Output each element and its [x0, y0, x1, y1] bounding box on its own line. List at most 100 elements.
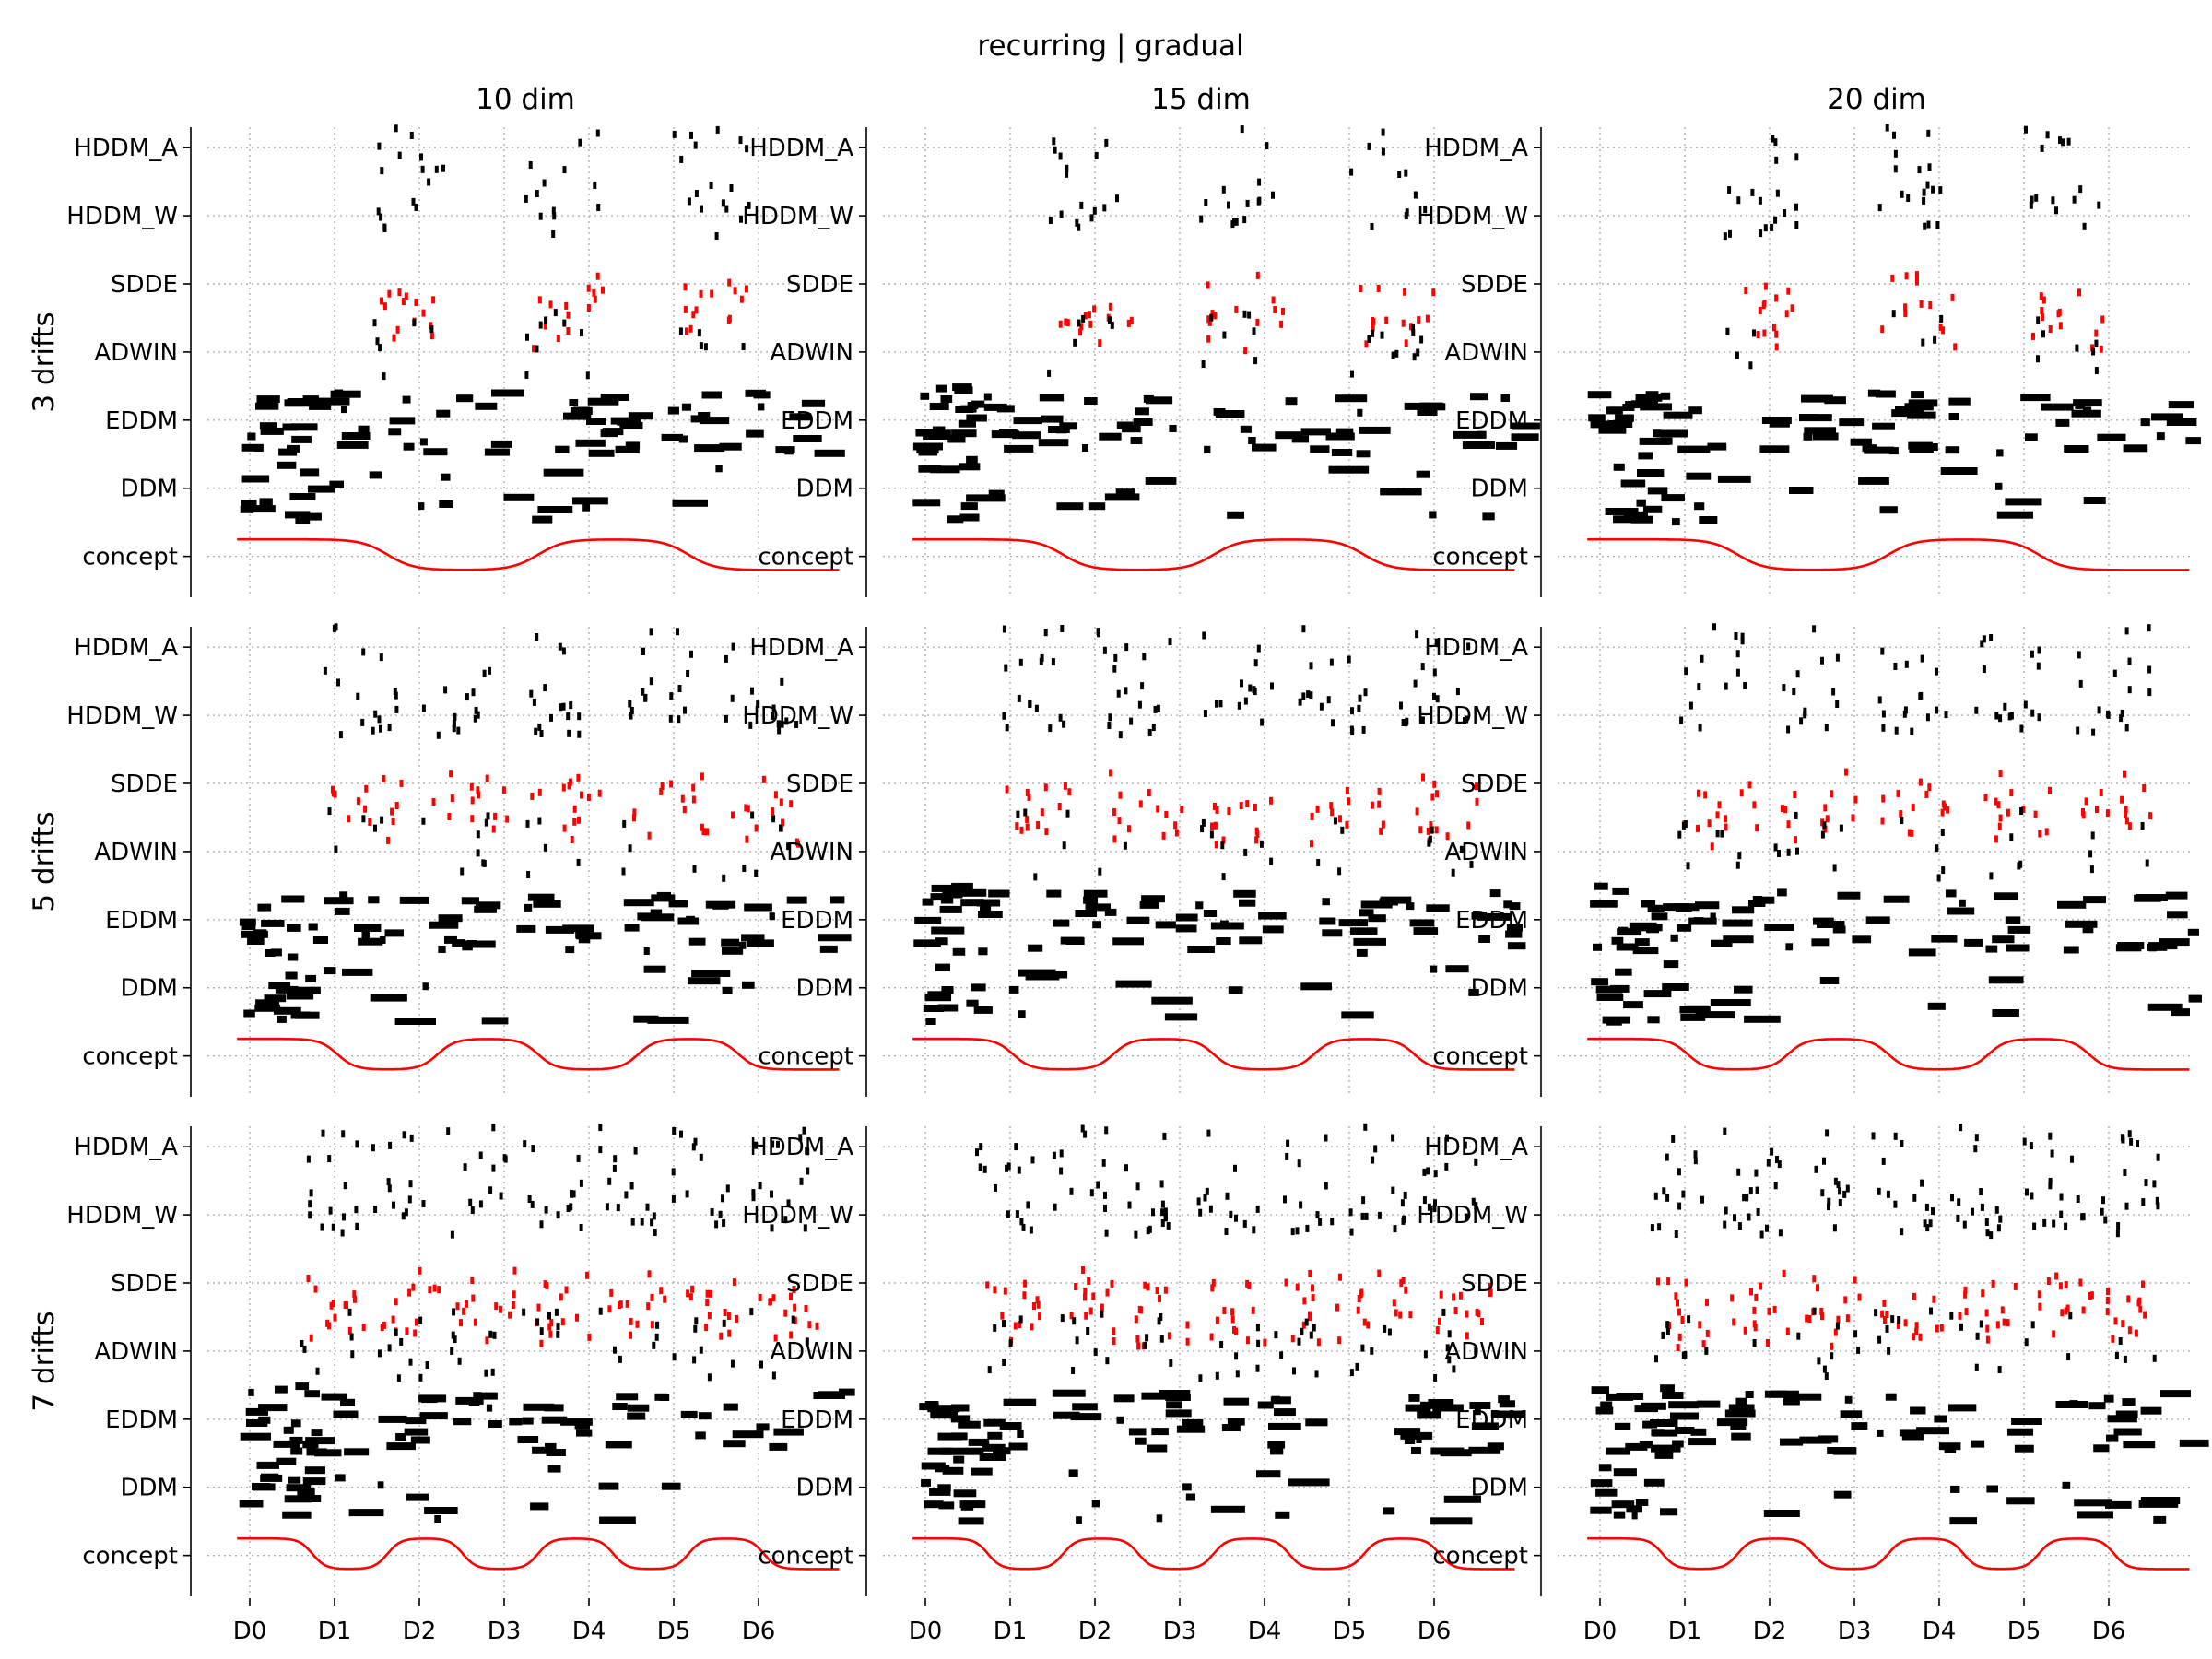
detection-mark — [754, 824, 759, 832]
detection-mark — [311, 1429, 323, 1437]
detection-mark — [361, 648, 366, 656]
detection-mark — [380, 1324, 384, 1332]
detection-mark — [258, 1404, 288, 1412]
detection-mark — [243, 1009, 255, 1018]
detection-mark — [641, 688, 645, 696]
detection-mark — [1614, 1422, 1631, 1430]
detection-mark — [341, 432, 371, 440]
detection-mark — [1355, 1362, 1359, 1371]
detection-mark — [1362, 1318, 1367, 1326]
detection-mark — [771, 704, 776, 712]
detection-mark — [285, 511, 311, 519]
x-tick-label-D6: D6 — [2092, 1618, 2126, 1645]
detection-mark — [1270, 1396, 1291, 1405]
detection-mark — [641, 647, 645, 655]
detection-mark — [1227, 511, 1244, 519]
y-tick-label-HDDM_W: HDDM_W — [66, 1202, 178, 1230]
detection-mark — [1915, 277, 1919, 286]
detection-mark — [491, 389, 524, 397]
detection-mark — [387, 1344, 392, 1352]
detection-mark — [2088, 850, 2093, 858]
detection-mark — [1992, 1009, 2019, 1017]
detection-mark — [2033, 810, 2038, 818]
detection-mark — [793, 435, 822, 442]
detection-mark — [2140, 1406, 2162, 1415]
y-tick-label-HDDM_A: HDDM_A — [749, 135, 853, 162]
detection-mark — [1052, 1151, 1056, 1159]
detection-mark — [1160, 1208, 1165, 1217]
detection-mark — [1735, 351, 1739, 359]
detection-mark — [1234, 218, 1239, 226]
detection-mark — [1153, 705, 1158, 713]
detection-mark — [423, 448, 448, 456]
detection-mark — [2151, 413, 2183, 421]
detection-mark — [1771, 324, 1776, 332]
detection-mark — [2006, 944, 2030, 952]
detection-mark — [1877, 696, 1882, 704]
detection-mark — [710, 289, 714, 298]
detection-mark — [947, 435, 966, 443]
detection-mark — [1744, 1015, 1781, 1023]
detection-mark — [328, 1206, 333, 1215]
detection-mark — [959, 513, 980, 522]
detection-mark — [1758, 306, 1762, 314]
detection-mark — [1925, 1224, 1930, 1232]
detection-mark — [1927, 163, 1932, 171]
detection-mark — [1946, 889, 1957, 898]
detection-mark — [1203, 910, 1218, 917]
detection-mark — [358, 937, 383, 946]
detection-mark — [449, 770, 453, 778]
detection-mark — [1203, 710, 1207, 717]
detection-mark — [331, 1223, 335, 1231]
detection-mark — [1255, 318, 1260, 326]
detection-mark — [1139, 1306, 1144, 1314]
detection-mark — [578, 138, 582, 147]
detection-mark — [1051, 658, 1055, 666]
detection-mark — [1736, 196, 1741, 205]
detection-mark — [1204, 445, 1211, 453]
detection-mark — [1994, 892, 2018, 900]
detection-mark — [1104, 1126, 1109, 1135]
detection-mark — [1253, 804, 1257, 811]
detection-mark — [245, 1407, 268, 1416]
detection-mark — [744, 804, 748, 812]
detection-mark — [1127, 1201, 1132, 1209]
detection-mark — [1766, 1159, 1771, 1167]
detection-mark — [1218, 700, 1223, 708]
detection-mark — [408, 1358, 413, 1366]
detection-mark — [1663, 411, 1693, 419]
detection-mark — [2048, 786, 2052, 794]
detection-mark — [958, 463, 981, 471]
detection-mark — [1161, 831, 1166, 840]
x-tick-label-D4: D4 — [1923, 1618, 1957, 1645]
detection-mark — [1740, 632, 1745, 641]
detection-mark — [1794, 153, 1799, 161]
detection-mark — [771, 807, 775, 816]
detection-mark — [421, 704, 426, 712]
detection-mark — [721, 1194, 724, 1203]
detection-mark — [1649, 394, 1663, 402]
detection-mark — [271, 948, 282, 957]
detection-mark — [1040, 808, 1044, 817]
detection-mark — [580, 329, 583, 336]
detection-mark — [1017, 1430, 1024, 1438]
y-tick-label-EDDM: EDDM — [781, 407, 853, 435]
detection-mark — [1315, 1211, 1320, 1219]
detection-mark — [1877, 1429, 1884, 1437]
detection-mark — [1201, 360, 1206, 368]
detection-mark — [918, 448, 938, 456]
detection-mark — [2007, 1428, 2034, 1436]
detection-mark — [503, 493, 535, 501]
detection-mark — [2097, 433, 2126, 441]
detection-mark — [1814, 1165, 1818, 1173]
detection-mark — [1880, 817, 1885, 825]
detection-mark — [1135, 1437, 1147, 1445]
y-tick-label-HDDM_A: HDDM_A — [74, 634, 178, 662]
detection-mark — [1135, 407, 1149, 416]
detection-mark — [551, 206, 556, 215]
detection-mark — [457, 1357, 462, 1365]
detection-mark — [1998, 1215, 2003, 1223]
detection-mark — [1263, 1338, 1267, 1347]
y-tick-label-EDDM: EDDM — [1455, 407, 1528, 435]
detection-mark — [678, 327, 683, 335]
